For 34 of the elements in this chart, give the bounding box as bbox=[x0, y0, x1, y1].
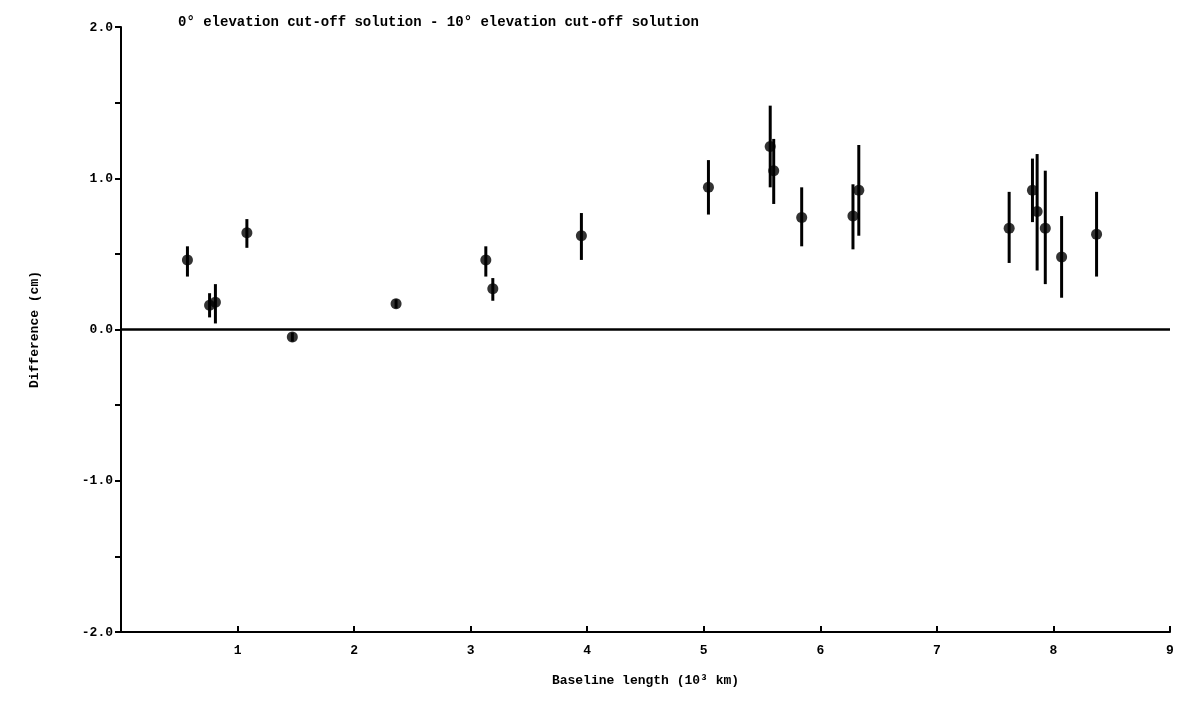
point bbox=[1003, 222, 1015, 234]
x-tick-label: 2 bbox=[350, 643, 359, 658]
point bbox=[390, 298, 402, 310]
x-tick-label: 3 bbox=[466, 643, 475, 658]
point bbox=[1056, 251, 1068, 263]
x-axis-title: Baseline length (10³ km) bbox=[551, 673, 740, 688]
y-tick-label: 0.0 bbox=[89, 322, 114, 337]
point bbox=[487, 283, 499, 295]
y-tick-label: 1.0 bbox=[89, 170, 114, 186]
point bbox=[181, 254, 193, 266]
point bbox=[796, 212, 808, 224]
point bbox=[241, 227, 253, 239]
point bbox=[1091, 228, 1103, 240]
point bbox=[702, 181, 714, 193]
x-tick-label: 9 bbox=[1166, 643, 1175, 658]
x-tick-label: 5 bbox=[699, 643, 708, 658]
y-tick-label: 2.0 bbox=[89, 19, 114, 35]
x-tick-label: 6 bbox=[816, 643, 825, 658]
point bbox=[1039, 222, 1051, 234]
y-axis-title: Difference (cm) bbox=[27, 270, 42, 389]
point bbox=[575, 230, 587, 242]
x-tick-label: 8 bbox=[1049, 643, 1058, 658]
x-tick-label: 7 bbox=[932, 643, 941, 658]
x-tick-label: 4 bbox=[583, 643, 592, 658]
point bbox=[768, 165, 780, 177]
y-tick-label: -2.0 bbox=[81, 624, 114, 640]
y-tick-label: -1.0 bbox=[81, 473, 114, 489]
point bbox=[847, 210, 859, 222]
point bbox=[853, 184, 865, 196]
point bbox=[286, 331, 298, 343]
point bbox=[480, 254, 492, 266]
point bbox=[764, 140, 776, 152]
chart-title: 0° elevation cut-off solution - 10° elevation cut-off solution bbox=[178, 14, 699, 30]
x-tick-label: 1 bbox=[233, 643, 242, 658]
